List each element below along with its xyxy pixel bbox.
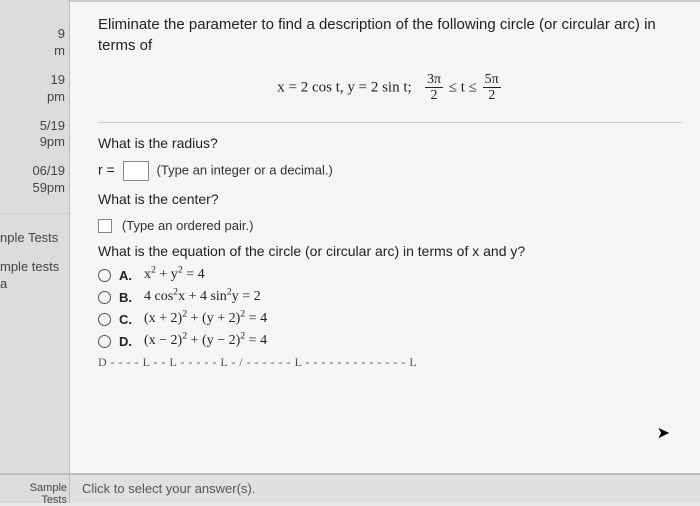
- option-b[interactable]: B. 4 cos2x + 4 sin2y = 2: [98, 289, 682, 305]
- sidebar-item-line1: 19: [4, 72, 65, 89]
- center-hint: (Type an ordered pair.): [122, 218, 254, 233]
- truncated-text: D - - - - L - - L - - - - - L - / - - - …: [98, 355, 682, 370]
- r-label: r =: [98, 161, 115, 177]
- options-group: A. x2 + y2 = 4 B. 4 cos2x + 4 sin2y = 2 …: [98, 267, 682, 349]
- sidebar-item-line1: 9: [4, 26, 65, 43]
- option-text: 4 cos2x + 4 sin2y = 2: [144, 289, 261, 305]
- sidebar-item[interactable]: 5/19 9pm: [0, 112, 69, 158]
- radius-input[interactable]: [123, 161, 149, 181]
- sidebar-item-line1: 06/19: [4, 163, 65, 180]
- sidebar-item[interactable]: 06/19 59pm: [0, 157, 69, 203]
- sidebar-item-line2: 9pm: [4, 134, 65, 151]
- option-a[interactable]: A. x2 + y2 = 4: [98, 267, 682, 283]
- radius-hint: (Type an integer or a decimal.): [157, 162, 333, 177]
- sidebar-item-line2: pm: [4, 89, 65, 106]
- option-text: (x − 2)2 + (y − 2)2 = 4: [144, 333, 267, 349]
- sidebar-item-line2: 59pm: [4, 180, 65, 197]
- sidebar-bottom-label: Sample Tests: [0, 473, 70, 503]
- radius-input-row: r = (Type an integer or a decimal.): [98, 161, 682, 181]
- sidebar-item[interactable]: 19 pm: [0, 66, 69, 112]
- fraction-1: 3π 2: [425, 72, 443, 104]
- equation-lhs: x = 2 cos t, y = 2 sin t;: [277, 79, 411, 95]
- sidebar-item-line1: 5/19: [4, 118, 65, 135]
- cursor-icon: ➤: [657, 423, 670, 443]
- center-input-row: (Type an ordered pair.): [98, 217, 682, 233]
- subquestion-radius: What is the radius?: [98, 135, 682, 151]
- question-panel: Eliminate the parameter to find a descri…: [70, 0, 700, 503]
- option-text: x2 + y2 = 4: [144, 267, 205, 283]
- sidebar-item[interactable]: 9 m: [0, 20, 69, 66]
- answer-bar-text: Click to select your answer(s).: [82, 481, 255, 496]
- radio-icon[interactable]: [98, 335, 111, 348]
- fraction-2: 5π 2: [483, 72, 501, 104]
- sidebar-tests-label[interactable]: mple tests a: [0, 253, 69, 299]
- question-stem: Eliminate the parameter to find a descri…: [98, 14, 682, 56]
- radio-icon[interactable]: [98, 269, 111, 282]
- radio-icon[interactable]: [98, 291, 111, 304]
- divider: [98, 122, 682, 123]
- option-letter: A.: [119, 268, 132, 283]
- option-letter: C.: [119, 312, 132, 327]
- option-text: (x + 2)2 + (y + 2)2 = 4: [144, 311, 267, 327]
- subquestion-center: What is the center?: [98, 191, 682, 207]
- sidebar-tests-section: nple Tests mple tests a: [0, 213, 69, 299]
- option-c[interactable]: C. (x + 2)2 + (y + 2)2 = 4: [98, 311, 682, 327]
- sidebar: 9 m 19 pm 5/19 9pm 06/19 59pm nple Tests…: [0, 0, 70, 503]
- sidebar-item-line2: m: [4, 43, 65, 60]
- subquestion-equation: What is the equation of the circle (or c…: [98, 243, 682, 259]
- answer-bar[interactable]: Click to select your answer(s).: [70, 473, 700, 503]
- center-input[interactable]: [98, 219, 112, 233]
- option-letter: B.: [119, 290, 132, 305]
- inequality: ≤ t ≤: [449, 79, 477, 95]
- equation-display: x = 2 cos t, y = 2 sin t; 3π 2 ≤ t ≤ 5π …: [98, 72, 682, 104]
- sidebar-tests-label[interactable]: nple Tests: [0, 224, 69, 253]
- radio-icon[interactable]: [98, 313, 111, 326]
- option-letter: D.: [119, 334, 132, 349]
- option-d[interactable]: D. (x − 2)2 + (y − 2)2 = 4: [98, 333, 682, 349]
